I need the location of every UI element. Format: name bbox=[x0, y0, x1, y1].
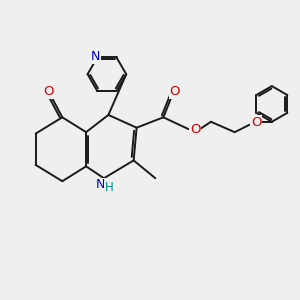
Text: O: O bbox=[251, 116, 261, 129]
Text: N: N bbox=[91, 50, 101, 63]
Text: O: O bbox=[169, 85, 180, 98]
Text: H: H bbox=[105, 181, 114, 194]
Text: O: O bbox=[44, 85, 54, 98]
Text: O: O bbox=[190, 123, 200, 136]
Text: N: N bbox=[96, 178, 105, 191]
